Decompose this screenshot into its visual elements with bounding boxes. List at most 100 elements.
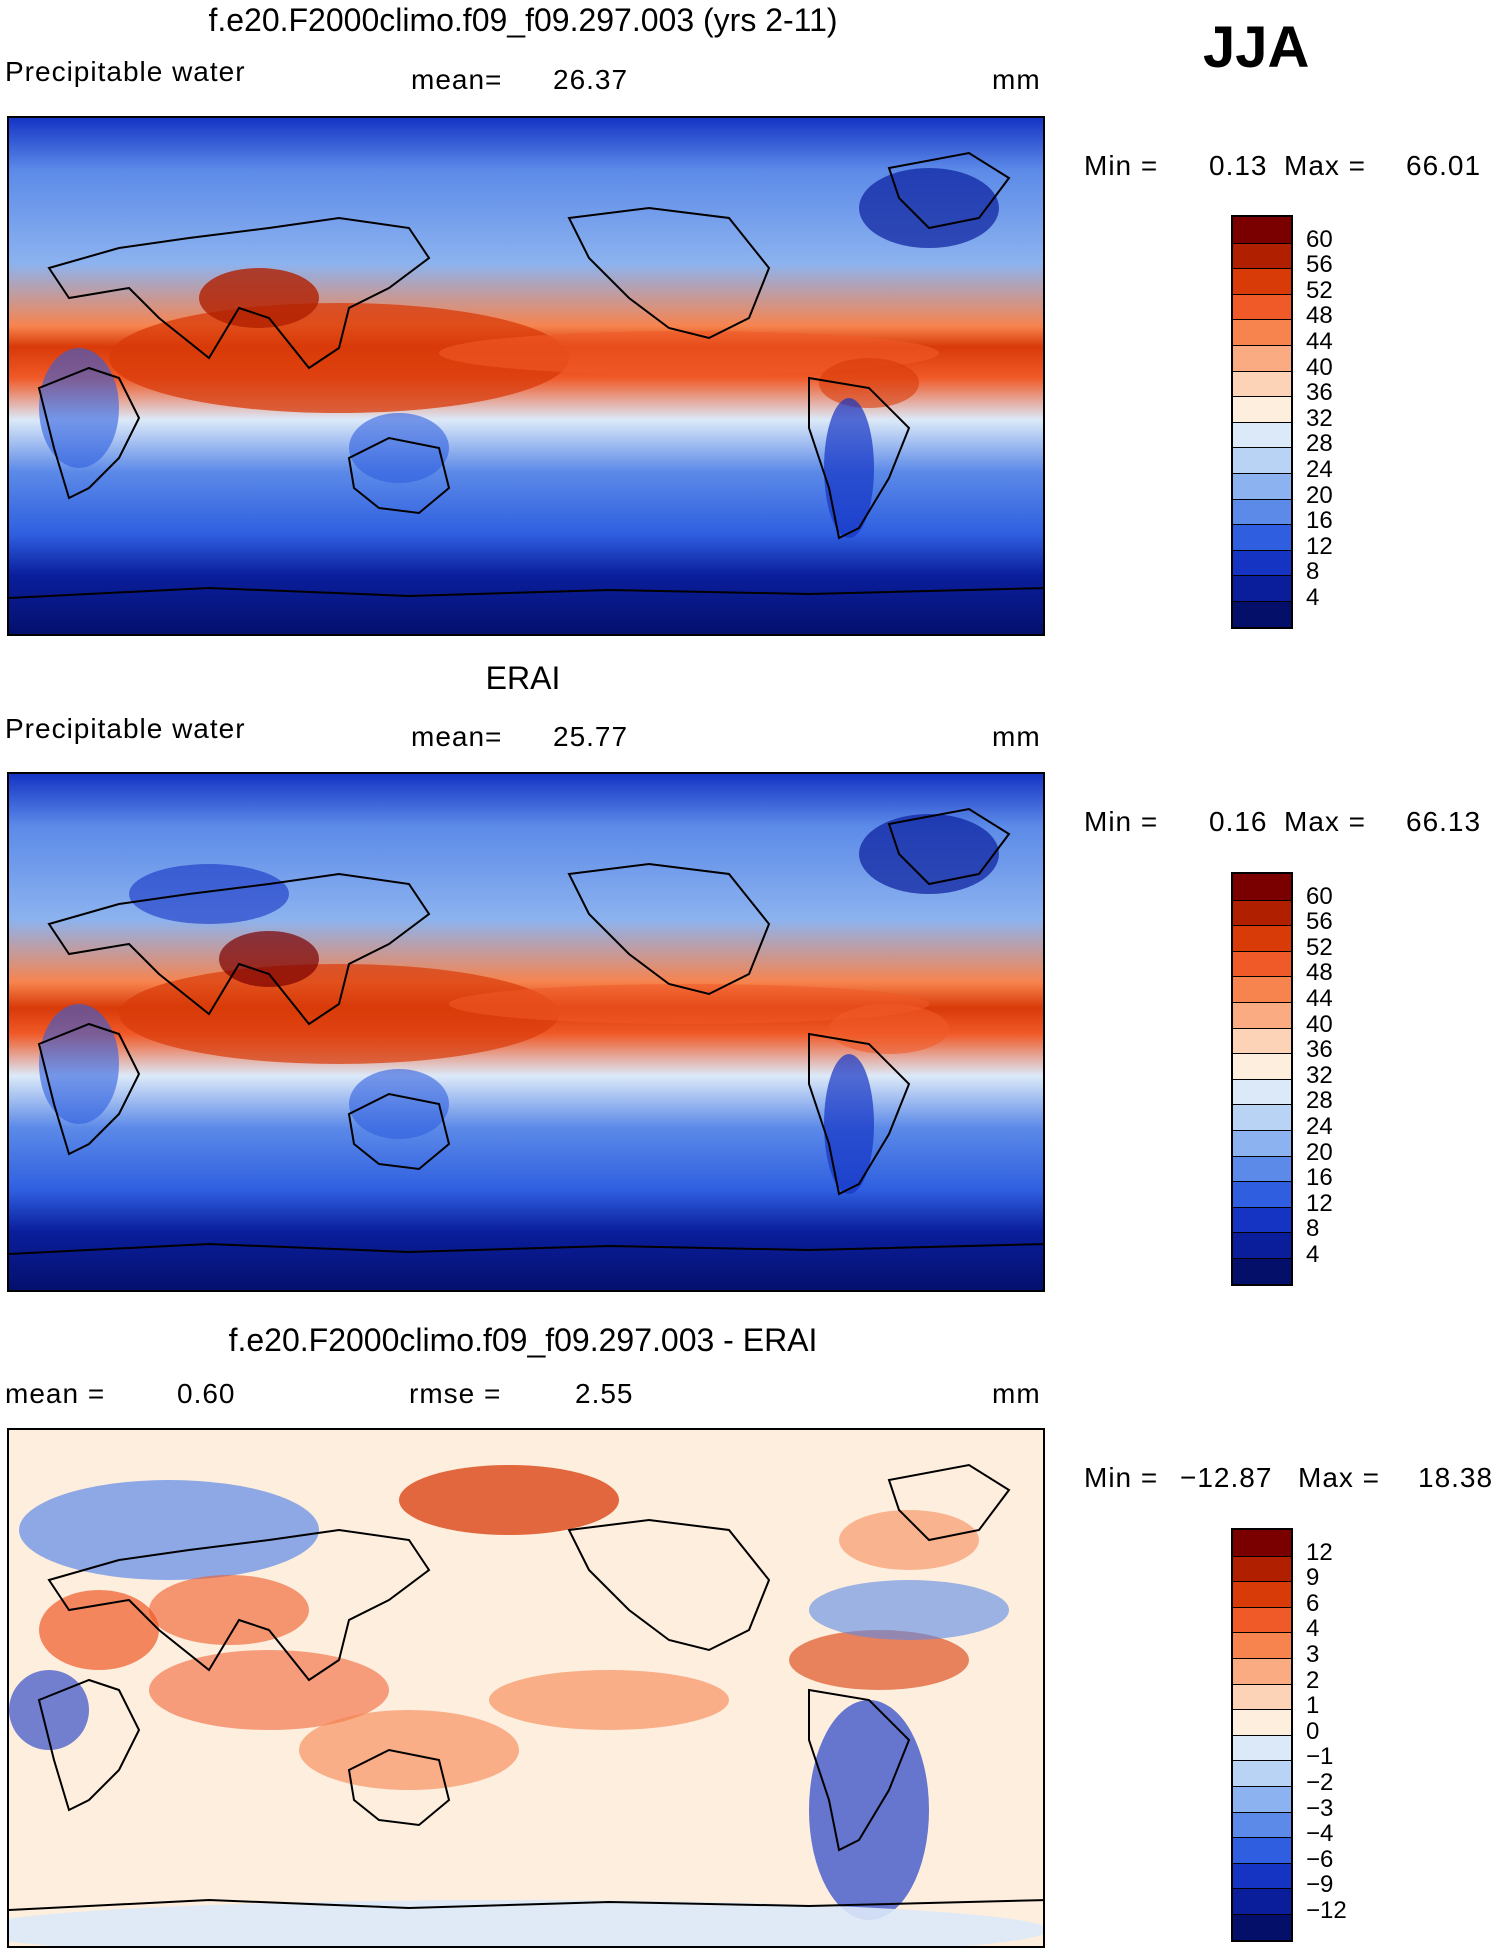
colorbar-swatch [1233,950,1291,977]
colorbar-swatch [1233,1657,1291,1684]
colorbar-swatch [1233,1155,1291,1182]
colorbar-swatch [1233,575,1291,601]
panel-1-mean-label: mean= [411,64,503,95]
colorbar-swatch [1233,1760,1291,1786]
colorbar-tick-label: 44 [1306,985,1333,1012]
colorbar-tick-label: 0 [1306,1717,1320,1745]
colorbar-swatch [1233,1632,1291,1658]
colorbar-swatch [1233,472,1291,499]
colorbar-tick-label: 24 [1306,456,1333,483]
panel-2-title: ERAI [485,660,561,696]
colorbar-tick-label: 52 [1306,933,1333,961]
panel-1-min-label: Min = [1084,150,1159,181]
colorbar-tick-label: 6 [1306,1589,1320,1617]
colorbar-tick-label: 52 [1306,276,1333,304]
panel-1-max-value: 66.01 [1406,150,1482,181]
colorbar-swatch [1233,1206,1291,1233]
colorbar-tick-label: 36 [1306,379,1333,407]
colorbar-tick-label: 4 [1306,1241,1320,1268]
colorbar-swatch [1233,293,1291,320]
colorbar-tick-label: 56 [1306,908,1333,936]
panel-2-variable-label: Precipitable water [5,713,246,744]
panel-2-map-plot [9,774,1043,1290]
colorbar-swatch [1233,1053,1291,1079]
panel-1-units: mm [992,64,1041,95]
panel-1-colorbar [1231,215,1293,629]
colorbar-tick-label: 28 [1306,430,1333,458]
colorbar-swatch [1233,976,1291,1002]
panel-1-max-label: Max = [1284,150,1367,181]
panel-1-mean-value: 26.37 [553,64,629,95]
colorbar-swatch [1233,498,1291,525]
colorbar-swatch [1233,1257,1291,1284]
panel-1-variable-label: Precipitable water [5,56,246,87]
panel-2-max-label: Max = [1284,806,1367,837]
panel-1-title: f.e20.F2000climo.f09_f09.297.003 (yrs 2-… [208,2,838,38]
panel-2-colorbar [1231,872,1293,1286]
panel-1-map-plot [9,118,1043,634]
colorbar-tick-label: 8 [1306,1215,1320,1243]
colorbar-tick-label: −4 [1306,1820,1334,1848]
panel-3-max-label: Max = [1298,1462,1381,1493]
colorbar-swatch [1233,1129,1291,1156]
colorbar-tick-label: 3 [1306,1641,1320,1668]
panel-3-mean-label: mean = [5,1378,106,1409]
colorbar-swatch [1233,396,1291,422]
colorbar-swatch [1233,1734,1291,1761]
colorbar-swatch [1233,1888,1291,1914]
colorbar-swatch [1233,1837,1291,1863]
colorbar-tick-label: 60 [1306,225,1333,253]
colorbar-tick-label: 8 [1306,558,1320,586]
colorbar-tick-label: −2 [1306,1769,1334,1796]
colorbar-swatch [1233,1581,1291,1607]
colorbar-swatch [1233,1027,1291,1054]
colorbar-swatch [1233,1104,1291,1130]
colorbar-swatch [1233,268,1291,294]
panel-1-min-value: 0.13 [1209,150,1268,181]
colorbar-swatch [1233,874,1291,900]
panel-3-rmse-value: 2.55 [575,1378,634,1409]
panel-2-mean-label: mean= [411,721,503,752]
panel-3-title: f.e20.F2000climo.f09_f09.297.003 - ERAI [228,1322,818,1358]
colorbar-swatch [1233,370,1291,397]
colorbar-swatch [1233,549,1291,576]
colorbar-tick-label: 36 [1306,1036,1333,1064]
colorbar-tick-label: −3 [1306,1794,1334,1822]
colorbar-tick-label: 60 [1306,882,1333,910]
colorbar-tick-label: 32 [1306,1061,1333,1089]
colorbar-tick-label: 20 [1306,1138,1333,1166]
colorbar-tick-label: 24 [1306,1113,1333,1140]
panel-3-map-plot [9,1430,1043,1946]
colorbar-swatch [1233,1232,1291,1258]
colorbar-tick-label: 16 [1306,1164,1333,1192]
colorbar-tick-label: 56 [1306,251,1333,279]
colorbar-swatch [1233,344,1291,371]
colorbar-tick-label: 20 [1306,481,1333,509]
colorbar-swatch [1233,1078,1291,1105]
colorbar-tick-label: 44 [1306,328,1333,355]
panel-2-min-label: Min = [1084,806,1159,837]
colorbar-swatch [1233,421,1291,448]
panel-2-mean-value: 25.77 [553,721,629,752]
panel-3-rmse-label: rmse = [409,1378,502,1409]
colorbar-tick-label: 48 [1306,959,1333,987]
colorbar-swatch [1233,1530,1291,1556]
colorbar-swatch [1233,1709,1291,1735]
colorbar-swatch [1233,925,1291,951]
season-label: JJA [1203,15,1310,80]
panel-2-units: mm [992,721,1041,752]
panel-2-min-value: 0.16 [1209,806,1268,837]
colorbar-swatch [1233,319,1291,345]
colorbar-tick-label: 28 [1306,1087,1333,1115]
colorbar-swatch [1233,1862,1291,1889]
panel-2-max-value: 66.13 [1406,806,1482,837]
colorbar-tick-label: −12 [1306,1897,1347,1924]
panel-3-max-value: 18.38 [1418,1462,1494,1493]
panel-3-min-value: −12.87 [1180,1462,1273,1493]
panel-2-map [7,772,1045,1292]
colorbar-tick-label: 40 [1306,353,1333,381]
colorbar-swatch [1233,1811,1291,1838]
colorbar-swatch [1233,242,1291,269]
colorbar-swatch [1233,899,1291,926]
colorbar-tick-label: −1 [1306,1743,1334,1771]
